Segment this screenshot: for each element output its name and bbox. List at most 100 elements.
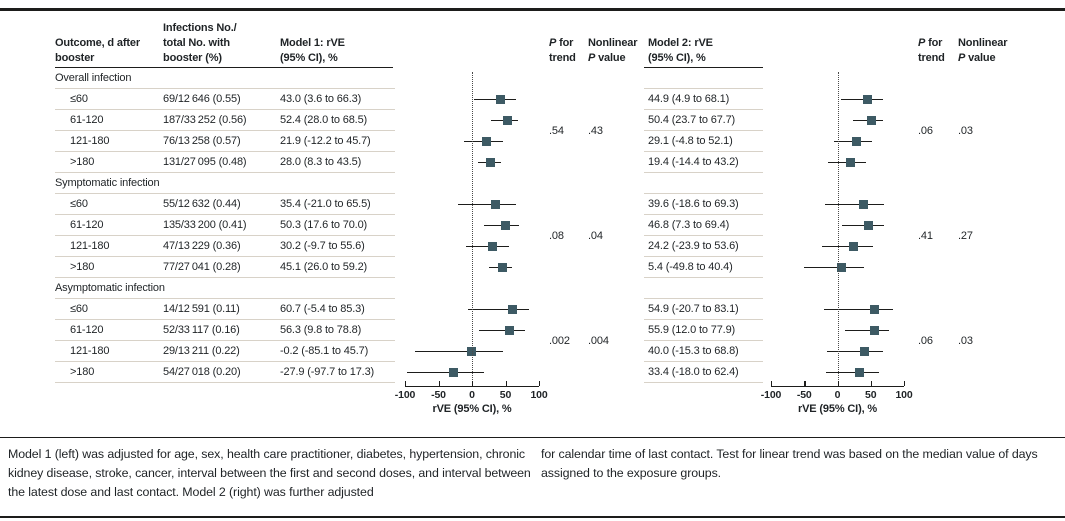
effect-marker xyxy=(870,326,880,335)
axis-tick-label: 50 xyxy=(499,389,512,401)
effect-marker xyxy=(486,158,496,167)
nonlinear-p-value: .27 xyxy=(958,230,973,242)
row-separator xyxy=(644,319,763,320)
model2-ci-cell: 5.4 (-49.8 to 40.4) xyxy=(648,261,733,273)
axis-tick xyxy=(472,381,474,386)
model2-ci-cell: 44.9 (4.9 to 68.1) xyxy=(648,93,730,105)
nonlinear-label: Nonlinear xyxy=(588,37,638,49)
axis-tick-label: -100 xyxy=(394,389,416,401)
row-separator xyxy=(644,277,763,278)
effect-marker xyxy=(849,242,859,251)
trend-label: trend xyxy=(549,52,576,64)
footnote-left: Model 1 (left) was adjusted for age, sex… xyxy=(8,447,531,499)
effect-marker xyxy=(501,221,511,230)
infections-cell: 135/33 200 (0.41) xyxy=(163,219,247,231)
row-separator xyxy=(55,130,395,131)
outcome-cell: 61-120 xyxy=(70,219,104,231)
model1-ci-cell: -0.2 (-85.1 to 45.7) xyxy=(280,345,369,357)
row-separator xyxy=(644,361,763,362)
row-separator xyxy=(644,235,763,236)
ci-line xyxy=(414,350,503,353)
ci-line xyxy=(840,98,883,101)
effect-marker xyxy=(482,137,492,146)
reference-line xyxy=(837,72,839,386)
outcome-cell: ≤60 xyxy=(70,198,88,210)
row-separator xyxy=(55,214,395,215)
model1-ci-cell: -27.9 (-97.7 to 17.3) xyxy=(280,366,375,378)
axis-tick-label: 0 xyxy=(834,389,841,401)
axis-tick xyxy=(771,381,773,386)
row-separator xyxy=(55,193,395,194)
ci-line xyxy=(821,245,874,248)
ci-line xyxy=(827,350,884,353)
axis-tick xyxy=(837,381,839,386)
outcome-cell: 121-180 xyxy=(70,240,110,252)
model1-ci-cell: 43.0 (3.6 to 66.3) xyxy=(280,93,362,105)
column-header-model1: Model 1: rVE (95% CI), % xyxy=(280,37,345,64)
model2-ci-cell: 46.8 (7.3 to 69.4) xyxy=(648,219,730,231)
ci-line xyxy=(457,203,516,206)
header-underline-model2 xyxy=(644,67,763,69)
model2-ci-cell: 19.4 (-14.4 to 43.2) xyxy=(648,156,739,168)
bottom-rule xyxy=(0,516,1065,518)
column-header-nonlinear-model2: Nonlinear P value xyxy=(958,36,1013,66)
effect-marker xyxy=(859,200,869,209)
row-separator xyxy=(55,340,395,341)
section-label: Symptomatic infection xyxy=(55,177,160,189)
row-separator xyxy=(55,361,395,362)
nonlinear-p-value: .03 xyxy=(958,335,973,347)
effect-marker xyxy=(864,221,874,230)
axis-tick xyxy=(438,381,440,386)
footnote-top-rule xyxy=(0,437,1065,438)
outcome-cell: 121-180 xyxy=(70,345,110,357)
model2-ci-cell: 24.2 (-23.9 to 53.6) xyxy=(648,240,739,252)
nonlinear-label: Nonlinear xyxy=(958,37,1008,49)
effect-marker xyxy=(497,263,507,272)
footnote-right: for calendar time of last contact. Test … xyxy=(541,447,1038,480)
p-trend-value: .06 xyxy=(918,335,933,347)
axis-tick-label: -50 xyxy=(796,389,812,401)
p-trend-value: .41 xyxy=(918,230,933,242)
section-label: Overall infection xyxy=(55,72,132,84)
ci-line xyxy=(823,308,893,311)
outcome-cell: ≤60 xyxy=(70,93,88,105)
row-separator xyxy=(644,382,763,383)
ci-line xyxy=(804,266,865,269)
effect-marker xyxy=(836,263,846,272)
row-separator xyxy=(644,88,763,89)
model1-ci-cell: 50.3 (17.6 to 70.0) xyxy=(280,219,368,231)
ci-line xyxy=(474,98,517,101)
infections-cell: 54/27 018 (0.20) xyxy=(163,366,241,378)
effect-marker xyxy=(491,200,501,209)
model2-ci-cell: 39.6 (-18.6 to 69.3) xyxy=(648,198,739,210)
effect-marker xyxy=(502,116,512,125)
infections-cell: 29/13 211 (0.22) xyxy=(163,345,240,357)
infections-cell: 14/12 591 (0.11) xyxy=(163,303,240,315)
nonlinear-p-value: .03 xyxy=(958,125,973,137)
outcome-cell: 61-120 xyxy=(70,324,104,336)
ci-line xyxy=(845,329,890,332)
outcome-cell: >180 xyxy=(70,156,95,168)
p-for-label: P for xyxy=(549,37,574,49)
row-separator xyxy=(55,256,395,257)
effect-marker xyxy=(862,95,872,104)
infections-cell: 47/13 229 (0.36) xyxy=(163,240,241,252)
infections-cell: 77/27 041 (0.28) xyxy=(163,261,241,273)
section-label: Asymptomatic infection xyxy=(55,282,165,294)
effect-marker xyxy=(496,95,506,104)
outcome-cell: ≤60 xyxy=(70,303,88,315)
p-trend-value: .06 xyxy=(918,125,933,137)
p-trend-value: .08 xyxy=(549,230,564,242)
effect-marker xyxy=(845,158,855,167)
model1-ci-cell: 45.1 (26.0 to 59.2) xyxy=(280,261,368,273)
ci-line xyxy=(825,371,879,374)
outcome-cell: 61-120 xyxy=(70,114,104,126)
infections-cell: 55/12 632 (0.44) xyxy=(163,198,241,210)
effect-marker xyxy=(467,347,477,356)
nonlinear-p-value: .04 xyxy=(588,230,603,242)
model2-ci-cell: 29.1 (-4.8 to 52.1) xyxy=(648,135,733,147)
axis-tick-label: 100 xyxy=(895,389,913,401)
top-rule xyxy=(0,8,1065,11)
infections-cell: 187/33 252 (0.56) xyxy=(163,114,247,126)
model1-ci-cell: 30.2 (-9.7 to 55.6) xyxy=(280,240,365,252)
